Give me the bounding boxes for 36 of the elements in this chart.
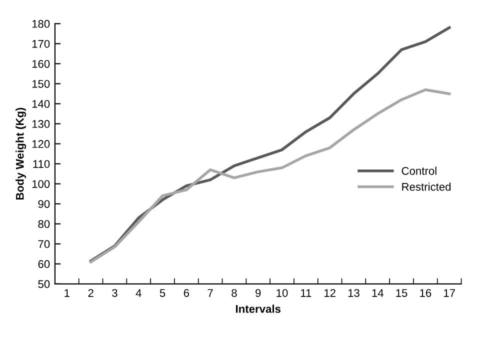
x-tick-label: 10 (276, 289, 288, 297)
x-tick-label: 6 (184, 289, 190, 297)
legend-label: Restricted (402, 182, 451, 191)
x-tick-label: 12 (324, 289, 336, 297)
y-tick-label: 50 (38, 280, 50, 288)
y-tick-label: 90 (38, 200, 50, 208)
x-tick-label: 4 (136, 289, 142, 297)
y-tick-label: 110 (33, 160, 50, 168)
x-tick-label: 8 (232, 289, 237, 297)
x-tick-label: 2 (88, 289, 94, 297)
line-series (89, 88, 451, 264)
x-tick-label: 5 (160, 289, 166, 297)
y-tick-label: 100 (32, 180, 50, 188)
x-tick-label: 15 (396, 289, 408, 297)
y-tick-label: 130 (32, 120, 50, 128)
y-tick-label: 150 (32, 80, 50, 88)
x-tick-label: 14 (372, 289, 384, 297)
x-tick-label: 3 (112, 289, 118, 297)
y-axis-title: Body Weight (Kg) (16, 108, 26, 200)
y-tick-label: 120 (32, 140, 50, 148)
x-tick-label: 1 (64, 289, 70, 297)
y-tick-label: 140 (32, 100, 50, 108)
x-tick-label: 11 (301, 289, 312, 297)
y-tick-label: 160 (32, 60, 50, 68)
x-axis-title: Intervals (236, 304, 281, 313)
y-tick-label: 60 (38, 260, 50, 268)
y-tick-label: 70 (38, 240, 50, 248)
legend-label: Control (402, 166, 436, 175)
y-tick-label: 180 (32, 20, 50, 28)
x-tick-label: 16 (420, 289, 432, 297)
y-tick-label: 170 (32, 40, 50, 48)
x-tick-label: 13 (348, 289, 360, 297)
x-tick-label: 17 (444, 289, 455, 297)
x-tick-label: 7 (208, 289, 213, 297)
x-tick-label: 9 (256, 289, 261, 297)
y-tick-label: 80 (38, 220, 50, 228)
